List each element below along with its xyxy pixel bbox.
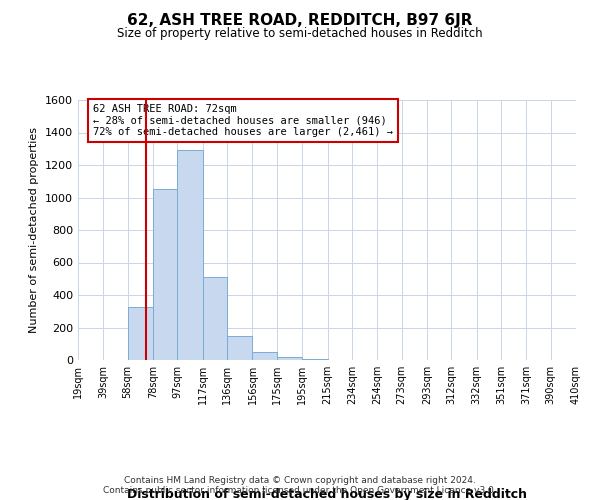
Y-axis label: Number of semi-detached properties: Number of semi-detached properties [29, 127, 40, 333]
Bar [227, 336, 253, 360]
Bar [302, 359, 328, 360]
Bar [128, 307, 153, 360]
Bar [178, 150, 203, 360]
Text: Size of property relative to semi-detached houses in Redditch: Size of property relative to semi-detach… [117, 28, 483, 40]
Bar [203, 277, 227, 360]
Text: 62, ASH TREE ROAD, REDDITCH, B97 6JR: 62, ASH TREE ROAD, REDDITCH, B97 6JR [127, 12, 473, 28]
Bar [277, 357, 302, 360]
Text: Contains public sector information licensed under the Open Government Licence v3: Contains public sector information licen… [103, 486, 497, 495]
X-axis label: Distribution of semi-detached houses by size in Redditch: Distribution of semi-detached houses by … [127, 488, 527, 500]
Text: 62 ASH TREE ROAD: 72sqm
← 28% of semi-detached houses are smaller (946)
72% of s: 62 ASH TREE ROAD: 72sqm ← 28% of semi-de… [93, 104, 393, 137]
Bar [153, 188, 178, 360]
Text: Contains HM Land Registry data © Crown copyright and database right 2024.: Contains HM Land Registry data © Crown c… [124, 476, 476, 485]
Bar [253, 352, 277, 360]
